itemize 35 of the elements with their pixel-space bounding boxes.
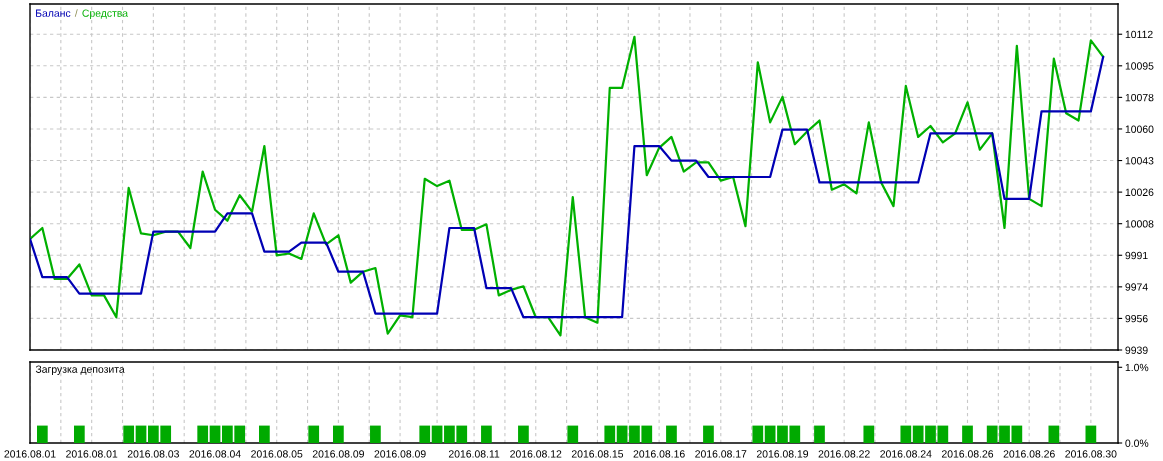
x-tick-label: 2016.08.16 — [633, 450, 685, 458]
y-tick-label: 9939 — [1125, 346, 1148, 354]
x-tick-label: 2016.08.01 — [66, 450, 118, 458]
y-tick-label: 9974 — [1125, 283, 1148, 291]
x-tick-label: 2016.08.03 — [127, 450, 179, 458]
y-tick-label: 9956 — [1125, 314, 1148, 323]
y-tick-label: 9991 — [1125, 251, 1148, 260]
x-tick-label: 2016.08.19 — [756, 450, 809, 458]
y-tick-label: 10043 — [1125, 157, 1154, 165]
x-tick-label: 2016.08.26 — [941, 450, 994, 458]
x-tick-label: 2016.08.22 — [818, 450, 870, 458]
text: Средства — [82, 9, 129, 19]
x-tick-label: 2016.08.24 — [880, 450, 932, 458]
x-tick-label: 2016.08.05 — [251, 450, 303, 458]
chart-title: Загрузка депозита — [35, 365, 125, 375]
x-tick-label: 2016.08.04 — [189, 450, 241, 458]
annotation: / — [74, 9, 78, 17]
y-tick-label: 10026 — [1125, 188, 1154, 196]
text: Баланс — [36, 9, 71, 17]
y-tick-label: 10060 — [1125, 125, 1154, 133]
y-tick-label: 10078 — [1125, 93, 1154, 102]
x-tick-label: 2016.08.12 — [510, 450, 562, 458]
x-tick-label: 2016.08.26 — [1003, 450, 1055, 458]
x-tick-label: 2016.08.09 — [374, 450, 426, 458]
x-tick-label: 2016.08.30 — [1065, 450, 1117, 458]
x-tick-label: 2016.08.17 — [695, 450, 747, 458]
y-tick-label: 10095 — [1125, 62, 1154, 70]
y-tick-label: 0.0% — [1125, 439, 1149, 447]
x-tick-label: 2016.08.15 — [571, 450, 624, 458]
y-tick-label: 10008 — [1125, 220, 1154, 228]
x-tick-label: 2016.08.11 — [448, 450, 500, 458]
y-tick-label: 10112 — [1125, 30, 1153, 39]
x-tick-label: 2016.08.09 — [312, 450, 364, 458]
y-tick-label: 1.0% — [1125, 363, 1149, 372]
x-tick-label: 2016.08.01 — [4, 450, 56, 458]
